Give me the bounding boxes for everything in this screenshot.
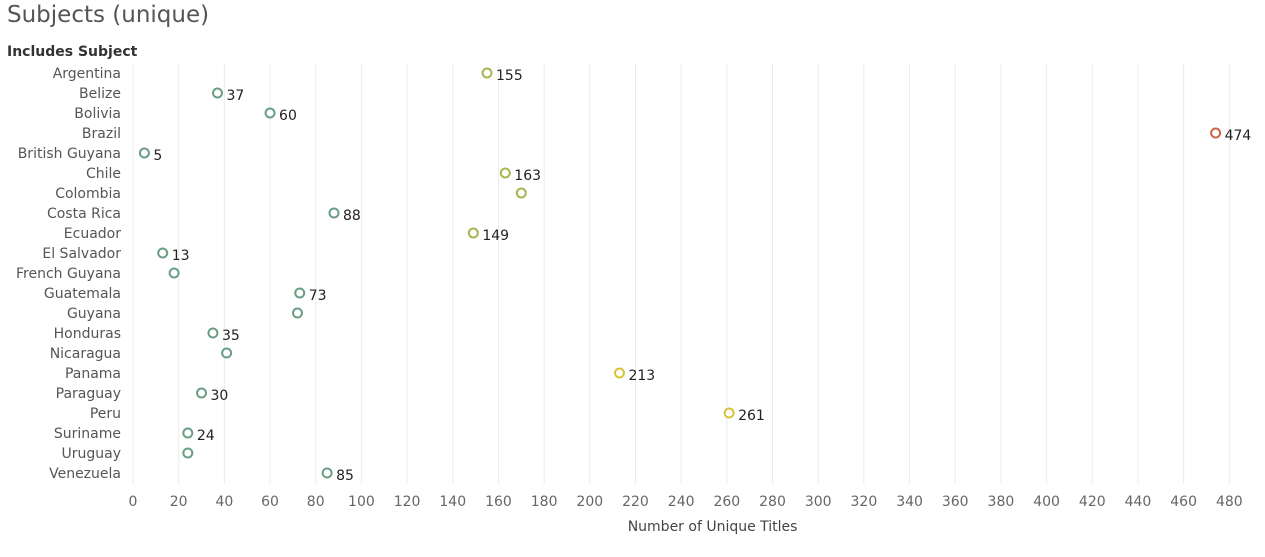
data-point[interactable] [328, 207, 340, 219]
data-label: 35 [222, 328, 240, 344]
data-label: 5 [153, 148, 162, 164]
x-tick-label: 420 [1079, 494, 1106, 510]
row-label: El Salvador [42, 246, 121, 262]
row-labels: Argentina Belize Bolivia Brazil British Guya… [16, 66, 121, 482]
x-tick-label: 40 [215, 494, 233, 510]
row-label: Colombia [55, 186, 121, 202]
row-label: Costa Rica [47, 206, 121, 222]
data-point[interactable] [182, 427, 194, 439]
data-label: 149 [482, 228, 509, 244]
x-tick-label: 340 [896, 494, 923, 510]
data-label: 24 [197, 428, 215, 444]
row-label: Uruguay [62, 446, 122, 462]
x-tick-label: 100 [348, 494, 375, 510]
row-label: Nicaragua [50, 346, 121, 362]
row-label: Guyana [67, 306, 121, 322]
data-point[interactable] [1210, 127, 1222, 139]
page-title: Subjects (unique) [7, 2, 210, 28]
row-label: Guatemala [44, 286, 121, 302]
data-label: 261 [738, 408, 765, 424]
data-point[interactable] [499, 167, 511, 179]
x-tick-label: 260 [713, 494, 740, 510]
x-tick-label: 180 [531, 494, 558, 510]
x-tick-label: 160 [485, 494, 512, 510]
data-label: 60 [279, 108, 297, 124]
row-label: Chile [86, 166, 121, 182]
data-label: 30 [211, 388, 229, 404]
x-tick-label: 240 [668, 494, 695, 510]
data-label: 85 [336, 468, 354, 484]
data-point[interactable] [212, 87, 224, 99]
row-label: French Guyana [16, 266, 121, 282]
data-label: 213 [628, 368, 655, 384]
data-point[interactable] [291, 307, 303, 319]
row-label: Bolivia [74, 106, 121, 122]
grid-lines [132, 63, 1230, 484]
x-tick-label: 320 [851, 494, 878, 510]
data-point[interactable] [182, 447, 194, 459]
row-label: Brazil [82, 126, 121, 142]
data-point[interactable] [613, 367, 625, 379]
x-tick-label: 60 [261, 494, 279, 510]
data-point[interactable] [221, 347, 233, 359]
x-tick-label: 400 [1033, 494, 1060, 510]
row-label: Honduras [54, 326, 121, 342]
x-tick-label: 360 [942, 494, 969, 510]
x-tick-label: 460 [1170, 494, 1197, 510]
row-label: Ecuador [64, 226, 121, 242]
data-point[interactable] [196, 387, 208, 399]
row-label: Venezuela [49, 466, 121, 482]
x-tick-label: 480 [1216, 494, 1243, 510]
x-tick-label: 440 [1125, 494, 1152, 510]
row-label: Panama [65, 366, 121, 382]
data-label: 37 [227, 88, 245, 104]
data-labels: 155 37 60 474 5 163 88 149 13 73 35 213 30 261 24 85 [153, 68, 1251, 484]
x-tick-label: 280 [759, 494, 786, 510]
x-tick-label: 20 [170, 494, 188, 510]
data-point[interactable] [207, 327, 219, 339]
data-point[interactable] [157, 247, 169, 259]
row-header: Includes Subject [7, 44, 138, 60]
x-tick-label: 80 [307, 494, 325, 510]
x-tick-label: 300 [805, 494, 832, 510]
data-label: 155 [496, 68, 523, 84]
x-tick-label: 120 [394, 494, 421, 510]
row-label: Belize [79, 86, 121, 102]
data-point[interactable] [467, 227, 479, 239]
data-point[interactable] [264, 107, 276, 119]
data-label: 163 [514, 168, 541, 184]
data-point[interactable] [481, 67, 493, 79]
data-point[interactable] [321, 467, 333, 479]
x-axis-title: Number of Unique Titles [627, 519, 798, 535]
row-label: Argentina [53, 66, 121, 82]
x-tick-label: 140 [439, 494, 466, 510]
data-point[interactable] [138, 147, 150, 159]
data-point[interactable] [294, 287, 306, 299]
data-point[interactable] [723, 407, 735, 419]
data-points[interactable] [138, 67, 1222, 479]
data-point[interactable] [515, 187, 527, 199]
data-label: 13 [172, 248, 190, 264]
row-label: Peru [90, 406, 121, 422]
x-tick-label: 220 [622, 494, 649, 510]
x-axis-ticks: 0 20 40 60 80 100 120 140 160 180 200 220 240 260 280 3… [129, 494, 1243, 510]
x-tick-label: 200 [576, 494, 603, 510]
data-label: 474 [1225, 128, 1252, 144]
x-tick-label: 0 [129, 494, 138, 510]
data-label: 73 [309, 288, 327, 304]
row-label: Paraguay [56, 386, 121, 402]
row-label: Suriname [54, 426, 121, 442]
row-label: British Guyana [18, 146, 121, 162]
data-point[interactable] [168, 267, 180, 279]
data-label: 88 [343, 208, 361, 224]
x-tick-label: 380 [988, 494, 1015, 510]
